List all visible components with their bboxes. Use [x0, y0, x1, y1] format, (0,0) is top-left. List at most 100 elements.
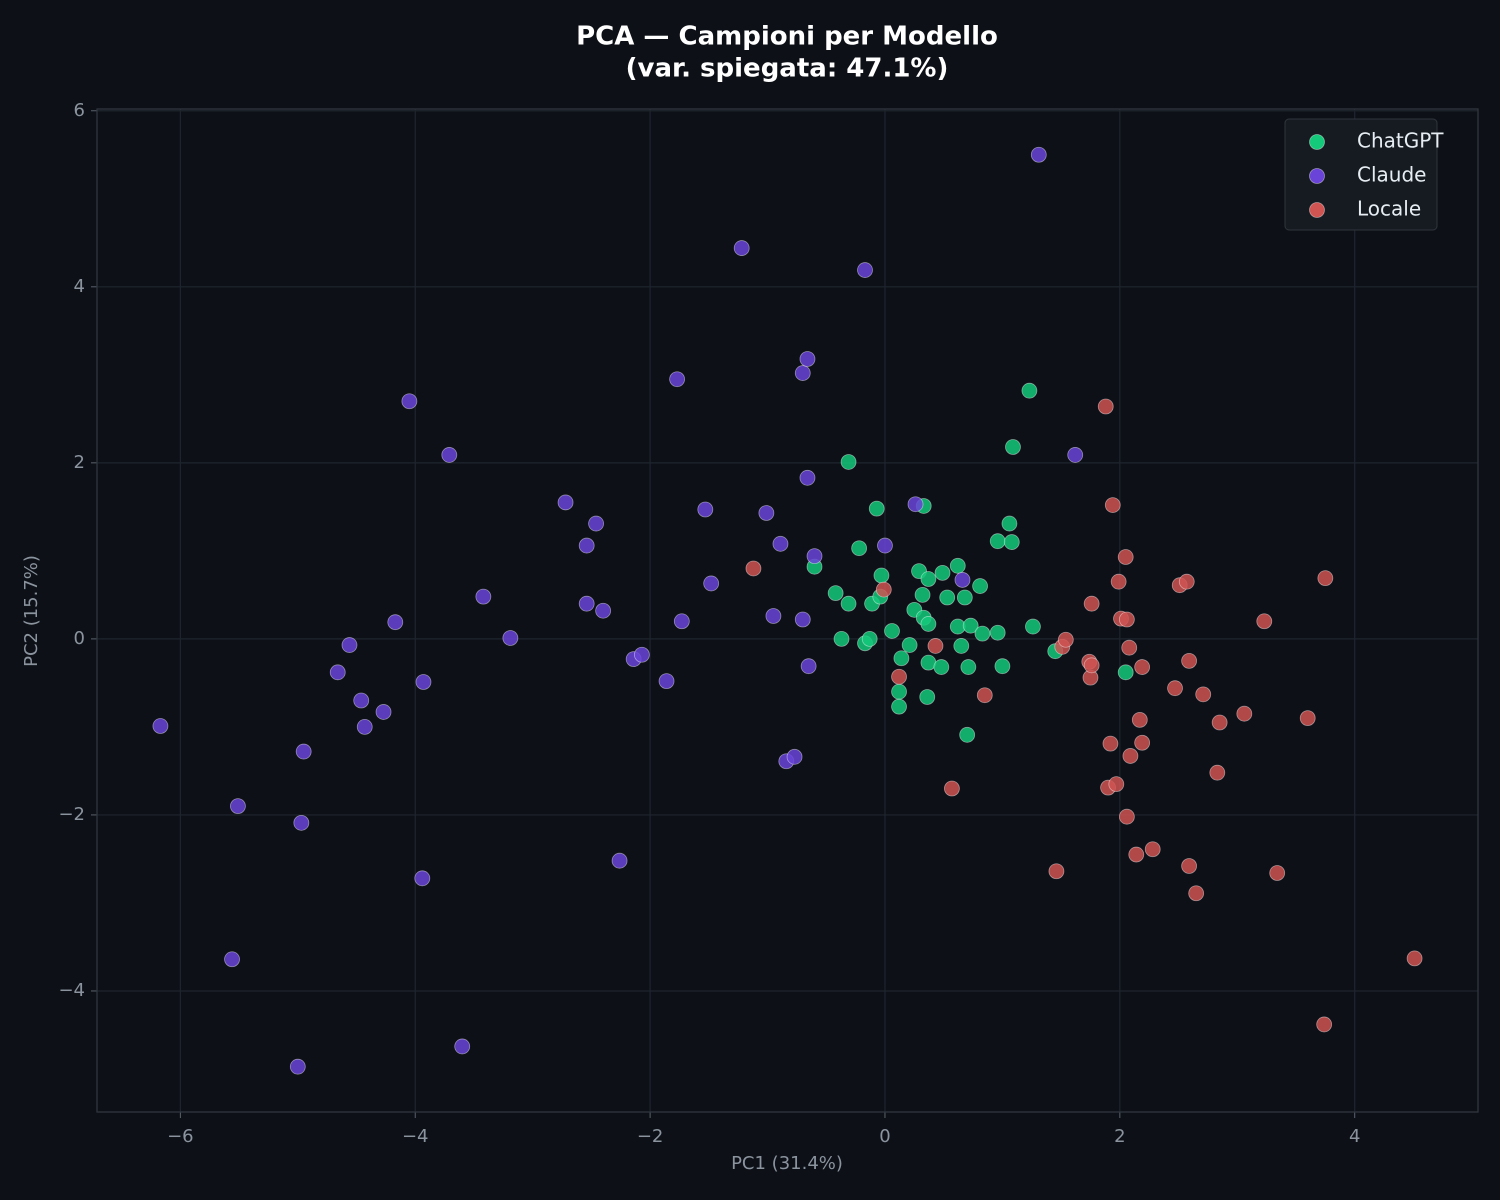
point — [799, 469, 816, 486]
point — [920, 571, 937, 587]
point — [1181, 652, 1198, 669]
point — [949, 557, 966, 574]
point — [1167, 680, 1183, 697]
point — [861, 630, 878, 647]
point — [1144, 841, 1161, 858]
point — [230, 798, 246, 815]
legend-marker — [1309, 134, 1325, 150]
x-tick-label: 2 — [1114, 1126, 1125, 1147]
point — [633, 646, 650, 663]
point — [994, 658, 1011, 675]
point — [401, 393, 418, 410]
point — [919, 689, 936, 705]
point — [1057, 631, 1074, 648]
point — [1406, 950, 1423, 967]
point — [875, 581, 892, 598]
point — [441, 447, 458, 463]
point — [1001, 515, 1018, 532]
legend-marker — [1309, 202, 1325, 218]
point — [1128, 846, 1145, 863]
y-tick-label: 0 — [74, 628, 85, 649]
y-tick-label: −4 — [58, 980, 85, 1001]
point — [799, 351, 816, 367]
point — [295, 743, 312, 760]
point — [959, 726, 976, 743]
point — [962, 617, 979, 634]
x-tick-label: −6 — [167, 1126, 194, 1147]
point — [857, 262, 873, 278]
point — [901, 637, 918, 653]
point — [733, 240, 750, 256]
point — [960, 659, 977, 675]
y-tick-label: 2 — [74, 452, 85, 473]
point — [557, 494, 574, 511]
point — [387, 614, 404, 631]
point — [1299, 710, 1316, 727]
point — [944, 780, 960, 797]
point — [891, 683, 907, 700]
point — [954, 572, 971, 588]
legend-box — [1284, 118, 1438, 231]
point — [673, 613, 690, 630]
point — [933, 659, 950, 675]
point — [595, 602, 612, 619]
point — [502, 630, 519, 646]
point — [1117, 664, 1134, 681]
point — [341, 637, 358, 653]
point — [1117, 549, 1134, 565]
point — [794, 365, 811, 381]
point — [1097, 398, 1114, 415]
legend: ChatGPT Claude Locale — [1284, 118, 1444, 231]
point — [578, 537, 595, 554]
point — [1181, 858, 1198, 874]
point — [873, 567, 890, 584]
x-tick-label: 4 — [1349, 1126, 1360, 1147]
point — [989, 624, 1006, 641]
point — [1030, 146, 1047, 163]
y-tick-label: 6 — [74, 100, 85, 121]
point — [927, 638, 944, 654]
legend-label: Claude — [1357, 163, 1426, 187]
point — [851, 540, 868, 557]
point — [353, 692, 370, 709]
point — [953, 638, 970, 654]
point — [868, 500, 885, 517]
legend-label: Locale — [1357, 197, 1421, 221]
point — [588, 515, 604, 532]
point — [840, 454, 857, 470]
point — [1134, 659, 1151, 675]
point — [1067, 447, 1084, 463]
point — [840, 595, 857, 612]
point — [289, 1058, 306, 1075]
point — [772, 535, 789, 552]
point — [1025, 618, 1041, 635]
point — [1003, 534, 1020, 550]
point — [891, 668, 907, 685]
chart-title: PCA — Campioni per Modello — [576, 22, 998, 52]
point — [1121, 639, 1138, 656]
point — [1195, 686, 1212, 703]
point — [1122, 748, 1139, 764]
chart-subtitle: (var. spiegata: 47.1%) — [626, 54, 949, 84]
point — [1269, 865, 1286, 881]
y-tick-label: 4 — [74, 276, 85, 297]
point — [375, 704, 392, 720]
point — [611, 852, 628, 869]
point — [697, 501, 714, 518]
point — [578, 595, 595, 612]
point — [703, 575, 720, 592]
point — [976, 687, 993, 704]
point — [669, 371, 686, 388]
y-axis-label: PC2 (15.7%) — [21, 555, 42, 667]
point — [1048, 863, 1065, 880]
point — [293, 814, 310, 831]
point — [1211, 714, 1228, 731]
point — [786, 748, 803, 765]
point — [974, 625, 991, 642]
point — [1021, 382, 1038, 399]
point — [1110, 573, 1127, 590]
point — [454, 1038, 471, 1055]
point — [765, 608, 782, 624]
point — [806, 548, 823, 565]
